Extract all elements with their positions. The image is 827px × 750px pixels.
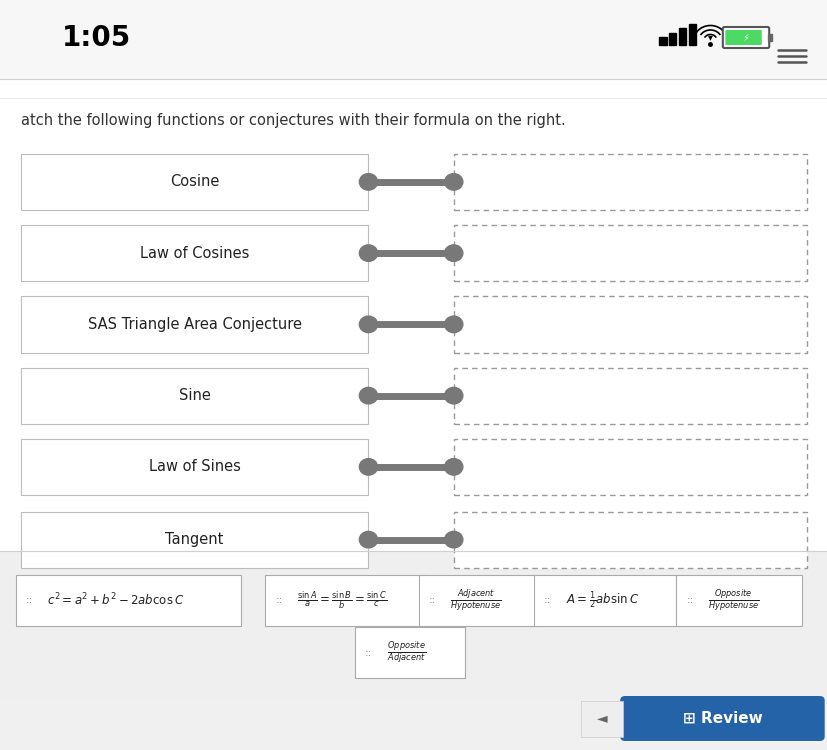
FancyBboxPatch shape — [581, 700, 622, 736]
FancyBboxPatch shape — [722, 27, 768, 48]
Bar — [688, 24, 696, 45]
FancyBboxPatch shape — [21, 154, 368, 210]
Text: Law of Sines: Law of Sines — [149, 459, 240, 475]
Text: 1:05: 1:05 — [62, 23, 131, 52]
Circle shape — [444, 387, 462, 404]
FancyBboxPatch shape — [0, 551, 827, 701]
Text: ::: :: — [543, 595, 551, 605]
Circle shape — [444, 244, 462, 262]
FancyBboxPatch shape — [453, 296, 806, 352]
Circle shape — [359, 458, 377, 476]
Text: $\frac{Opposite}{Hypotenuse}$: $\frac{Opposite}{Hypotenuse}$ — [707, 587, 758, 613]
FancyBboxPatch shape — [355, 627, 464, 678]
Circle shape — [444, 316, 462, 333]
Text: ::: :: — [428, 595, 436, 605]
Text: $\frac{Adjacent}{Hypotenuse}$: $\frac{Adjacent}{Hypotenuse}$ — [450, 587, 501, 613]
Text: ⊞ Review: ⊞ Review — [681, 711, 762, 726]
Circle shape — [359, 174, 377, 190]
Text: ::: :: — [686, 595, 693, 605]
FancyBboxPatch shape — [533, 574, 676, 626]
FancyBboxPatch shape — [16, 574, 241, 626]
Bar — [658, 38, 666, 45]
FancyBboxPatch shape — [418, 574, 544, 626]
FancyBboxPatch shape — [265, 574, 427, 626]
FancyBboxPatch shape — [676, 574, 801, 626]
Text: ::: :: — [275, 595, 282, 605]
Text: Sine: Sine — [179, 388, 210, 404]
FancyBboxPatch shape — [453, 439, 806, 495]
Circle shape — [359, 316, 377, 333]
Text: Law of Cosines: Law of Cosines — [140, 246, 249, 261]
FancyBboxPatch shape — [453, 225, 806, 281]
FancyBboxPatch shape — [21, 296, 368, 352]
Circle shape — [444, 174, 462, 190]
FancyBboxPatch shape — [21, 439, 368, 495]
Text: ::: :: — [26, 595, 33, 605]
Circle shape — [444, 458, 462, 476]
Text: $c^2 = a^2 + b^2 - 2ab\cos C$: $c^2 = a^2 + b^2 - 2ab\cos C$ — [47, 592, 184, 608]
Text: $A = \frac{1}{2}ab\sin C$: $A = \frac{1}{2}ab\sin C$ — [565, 590, 638, 610]
Bar — [678, 28, 686, 45]
Text: atch the following functions or conjectures with their formula on the right.: atch the following functions or conjectu… — [21, 112, 565, 128]
Text: ::: :: — [365, 647, 372, 658]
FancyBboxPatch shape — [453, 154, 806, 210]
FancyBboxPatch shape — [453, 368, 806, 424]
FancyBboxPatch shape — [453, 512, 806, 568]
Text: Cosine: Cosine — [170, 175, 219, 190]
Circle shape — [359, 532, 377, 548]
Text: $\frac{Opposite}{Adjacent}$: $\frac{Opposite}{Adjacent}$ — [386, 640, 425, 665]
FancyBboxPatch shape — [21, 225, 368, 281]
FancyBboxPatch shape — [21, 368, 368, 424]
Text: SAS Triangle Area Conjecture: SAS Triangle Area Conjecture — [88, 316, 301, 332]
Text: $\frac{\sin A}{a} = \frac{\sin B}{b} = \frac{\sin C}{c}$: $\frac{\sin A}{a} = \frac{\sin B}{b} = \… — [296, 590, 386, 610]
Bar — [668, 33, 676, 45]
FancyBboxPatch shape — [619, 696, 824, 741]
FancyBboxPatch shape — [21, 512, 368, 568]
Circle shape — [359, 387, 377, 404]
FancyBboxPatch shape — [0, 701, 827, 750]
FancyBboxPatch shape — [724, 30, 761, 45]
Circle shape — [359, 244, 377, 262]
Text: ◄: ◄ — [596, 712, 606, 725]
Text: ⚡: ⚡ — [742, 32, 748, 43]
FancyBboxPatch shape — [0, 0, 827, 79]
Bar — [767, 34, 771, 41]
Text: ▾: ▾ — [707, 32, 712, 43]
Circle shape — [444, 532, 462, 548]
Text: Tangent: Tangent — [165, 532, 223, 548]
